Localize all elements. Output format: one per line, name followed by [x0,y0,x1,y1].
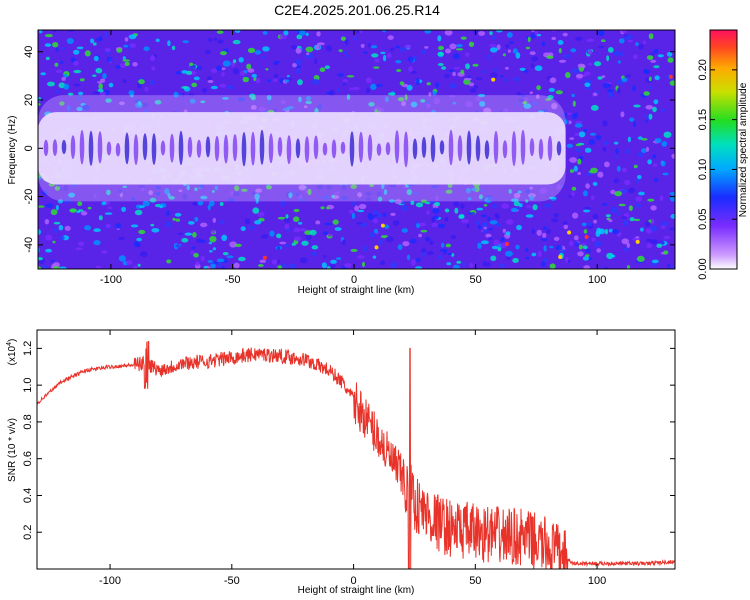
top-x-ticks: -100 -50 0 50 100 [100,30,606,286]
top-y-tick-label: 0 [23,145,35,151]
bottom-multiplier: (x104) [6,339,18,366]
spectrogram-band [38,95,566,202]
bottom-y-tick-label: 1.0 [22,378,34,393]
colorbar-ticks: 0.00 0.05 0.10 0.15 0.20 [697,59,737,280]
top-x-tick-label: 0 [351,274,357,286]
chart-title: C2E4.2025.201.06.25.R14 [274,2,440,18]
colorbar-tick-label: 0.10 [697,159,709,180]
bottom-x-ticks: -100 -50 0 50 100 [99,330,606,587]
bottom-x-axis-label: Height of straight line (km) [298,585,415,596]
bottom-y-axis-label: SNR (10 * v/v) [7,418,18,482]
snr-plot [37,341,675,569]
top-x-axis-label: Height of straight line (km) [298,285,415,296]
top-x-tick-label: 100 [588,274,606,286]
bottom-x-tick-label: -100 [99,575,121,587]
bottom-y-tick-label: 0.6 [22,451,34,466]
top-y-tick-label: 40 [23,46,35,58]
top-x-tick-label: -100 [100,274,122,286]
top-x-tick-label: -50 [225,274,241,286]
bottom-y-tick-label: 0.2 [22,525,34,540]
bottom-x-tick-label: 100 [588,575,606,587]
bottom-y-tick-label: 0.8 [22,414,34,429]
bottom-x-tick-label: -50 [224,575,240,587]
bottom-multiplier-exponent: 4 [6,342,13,346]
top-y-ticks: -40 -20 0 20 40 [23,46,675,253]
bottom-x-tick-label: 50 [469,575,481,587]
bottom-y-tick-label: 0.4 [22,488,34,503]
bottom-y-ticks: 0.2 0.4 0.6 0.8 1.0 1.2 [22,341,675,540]
top-y-tick-label: -40 [23,237,35,253]
bottom-x-tick-label: 0 [351,575,357,587]
snr-series-line [37,341,675,569]
bottom-multiplier-base: (x10 [7,345,18,365]
colorbar-frame [709,29,738,270]
colorbar-tick-label: 0.20 [697,59,709,80]
snr-frame [36,329,676,570]
colorbar [710,30,737,269]
top-y-tick-label: 20 [23,94,35,106]
top-y-axis-label: Frequency (Hz) [7,116,18,185]
top-y-tick-label: -20 [23,189,35,205]
colorbar-tick-label: 0.00 [697,258,709,279]
bottom-y-tick-label: 1.2 [22,341,34,356]
spectrogram-frame [37,29,676,270]
colorbar-tick-label: 0.05 [697,208,709,229]
spectrogram-plot [38,30,675,269]
colorbar-label: Normalized spectral amplitude [738,82,749,217]
top-x-tick-label: 50 [470,274,482,286]
colorbar-tick-label: 0.15 [697,109,709,130]
